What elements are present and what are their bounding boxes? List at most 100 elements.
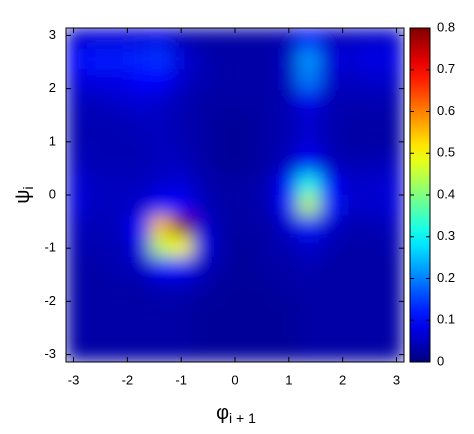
heat-cell — [234, 48, 257, 71]
heat-cell — [234, 256, 257, 279]
heat-cell — [171, 69, 194, 91]
heat-cell — [361, 48, 384, 71]
heat-cell — [234, 111, 257, 134]
heat-cell — [128, 215, 151, 238]
heat-cell — [66, 48, 88, 71]
heat-cell — [86, 319, 109, 342]
heat-cell — [171, 89, 194, 112]
heat-cell — [382, 194, 404, 217]
x-tick-label: 1 — [285, 372, 292, 387]
x-tick-label: -1 — [175, 372, 187, 387]
heat-cell — [213, 132, 236, 154]
heat-cell — [107, 299, 130, 321]
heat-cell — [340, 89, 363, 112]
heat-cell — [86, 28, 109, 50]
heat-cell — [276, 111, 299, 134]
y-axis-label: ψi — [12, 186, 35, 203]
heat-cell — [382, 111, 404, 134]
heat-cell — [297, 152, 320, 175]
heat-cell — [107, 236, 130, 258]
heat-cell — [107, 173, 130, 196]
heat-cell — [171, 48, 194, 71]
heat-cell — [382, 215, 404, 238]
heat-cell — [192, 236, 215, 258]
heat-cell — [297, 319, 320, 342]
colorbar-tick-label: 0.3 — [437, 228, 455, 243]
heat-cell — [66, 111, 88, 134]
heat-cell — [297, 236, 320, 258]
heat-cell — [276, 69, 299, 91]
heat-cell — [213, 215, 236, 238]
heat-cell — [86, 48, 109, 71]
heat-cell — [128, 152, 151, 175]
heat-cell — [171, 194, 194, 217]
heat-cell — [297, 69, 320, 91]
heat-cell — [361, 28, 384, 50]
heat-cell — [128, 194, 151, 217]
heat-cell — [150, 173, 173, 196]
heat-cell — [340, 236, 363, 258]
heat-cell — [319, 89, 342, 112]
y-label-sub: i — [20, 186, 36, 189]
heat-cell — [66, 278, 88, 301]
heat-cell — [361, 278, 384, 301]
heat-cell — [192, 48, 215, 71]
heat-cell — [192, 319, 215, 342]
heat-cell — [86, 236, 109, 258]
heat-cell — [255, 299, 278, 321]
heat-cell — [319, 132, 342, 154]
heat-cell — [107, 215, 130, 238]
heat-cell — [340, 132, 363, 154]
heat-cell — [340, 111, 363, 134]
heat-cell — [171, 215, 194, 238]
heat-cell — [213, 299, 236, 321]
heat-cell — [234, 215, 257, 238]
heat-cell — [382, 152, 404, 175]
heat-cell — [319, 48, 342, 71]
heat-cell — [150, 319, 173, 342]
heat-cell — [255, 278, 278, 301]
heat-cell — [340, 152, 363, 175]
heat-cell — [150, 28, 173, 50]
heat-cell — [234, 89, 257, 112]
heat-cell — [276, 256, 299, 279]
heat-cell — [86, 256, 109, 279]
heat-cell — [234, 340, 257, 362]
heat-cell — [361, 194, 384, 217]
heat-cell — [86, 278, 109, 301]
heat-cell — [382, 340, 404, 362]
heat-cell — [361, 132, 384, 154]
heat-cell — [382, 89, 404, 112]
heat-cell — [319, 256, 342, 279]
heat-cell — [107, 194, 130, 217]
heat-cell — [361, 236, 384, 258]
heat-cell — [276, 194, 299, 217]
heat-cell — [213, 152, 236, 175]
y-tick-label: 0 — [49, 186, 56, 201]
heat-cell — [276, 152, 299, 175]
heat-cell — [255, 340, 278, 362]
heat-cell — [107, 69, 130, 91]
heat-cell — [107, 132, 130, 154]
heat-cell — [361, 111, 384, 134]
heat-cell — [86, 89, 109, 112]
heat-cell — [150, 215, 173, 238]
heat-cell — [66, 215, 88, 238]
heat-cell — [255, 132, 278, 154]
heat-cell — [297, 132, 320, 154]
heat-cell — [276, 278, 299, 301]
heat-cell — [234, 278, 257, 301]
heat-cell — [213, 319, 236, 342]
heat-cell — [150, 256, 173, 279]
heat-cell — [319, 28, 342, 50]
x-tick-label: 0 — [231, 372, 238, 387]
heat-cell — [128, 340, 151, 362]
y-tick-label: -1 — [44, 240, 56, 255]
x-label-sub: i + 1 — [229, 410, 256, 426]
y-tick-label: -2 — [44, 293, 56, 308]
heat-cell — [234, 69, 257, 91]
heat-cell — [255, 256, 278, 279]
heat-cell — [128, 132, 151, 154]
heat-cell — [255, 194, 278, 217]
